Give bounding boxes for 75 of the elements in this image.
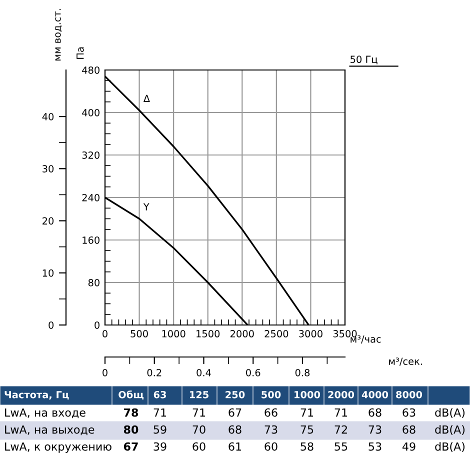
series-label: Δ <box>143 94 150 102</box>
x2-tick-label: 0 <box>102 368 108 376</box>
category-label: Частота, Гц <box>4 391 69 400</box>
y-tick-label: 480 <box>82 66 100 74</box>
y-tick-label: 320 <box>82 151 100 159</box>
category-label: Общ <box>118 390 144 400</box>
text: 60 <box>192 442 206 451</box>
x2-tick-label: 0.2 <box>147 368 162 376</box>
x-tick-label: 3000 <box>299 330 322 338</box>
text: 67 <box>228 408 242 417</box>
text: 55 <box>334 442 348 451</box>
y-axis-title: Па <box>76 47 84 59</box>
text: dB(A) <box>435 442 465 452</box>
text: 67 <box>124 442 138 451</box>
text: dB(A) <box>435 408 465 418</box>
category-label: 8000 <box>396 390 422 398</box>
text: 60 <box>264 442 278 451</box>
y2-tick-label: 10 <box>42 269 54 277</box>
text: 68 <box>228 425 242 434</box>
text: LwA, к окружению <box>5 442 112 453</box>
x-tick-label: 1500 <box>196 330 220 338</box>
text: 71 <box>300 408 314 417</box>
x-tick-label: 1000 <box>162 330 186 338</box>
text: dB(A) <box>435 425 465 436</box>
category-label: 4000 <box>362 390 388 398</box>
text: 73 <box>368 425 382 434</box>
text: 61 <box>228 442 242 451</box>
x-tick-label: 2000 <box>230 330 254 338</box>
x2-tick-label: 0.4 <box>196 368 211 376</box>
x-tick-label: 2500 <box>264 330 288 338</box>
text: 39 <box>154 442 166 451</box>
y-tick-label: 80 <box>88 278 100 286</box>
y-tick-label: 0 <box>94 321 100 329</box>
category-label: 125 <box>190 390 208 398</box>
x-tick-label: 0 <box>102 330 108 338</box>
text: 72 <box>334 425 347 434</box>
text: 66 <box>264 408 278 417</box>
x2-tick-label: 0.8 <box>295 368 310 376</box>
text: LwA, на входе <box>5 408 86 418</box>
text: 63 <box>154 390 166 398</box>
category-label: 2000 <box>328 390 354 398</box>
text: 49 <box>402 442 416 451</box>
text: 50 Гц <box>350 56 378 64</box>
text: 58 <box>300 442 314 451</box>
y2-axis-title: мм вод.ст. <box>55 9 62 60</box>
y2-tick-label: 20 <box>42 217 54 225</box>
y2-tick-label: 0 <box>48 321 54 329</box>
text: 71 <box>334 408 348 417</box>
category-label: 500 <box>262 390 281 398</box>
text: 71 <box>192 408 206 417</box>
y-tick-label: 400 <box>82 108 100 116</box>
text: 68 <box>368 408 382 417</box>
text: 80 <box>124 425 138 434</box>
text: 70 <box>192 425 206 434</box>
y-tick-label: 160 <box>82 236 100 244</box>
category-label: 63 <box>402 408 416 417</box>
series-label: Y <box>143 203 150 210</box>
text: 78 <box>124 408 138 417</box>
text: 73 <box>264 425 278 434</box>
y2-tick-label: 40 <box>42 113 54 120</box>
x-tick-label: 3500 <box>333 330 357 338</box>
x2-axis-title: м³/сек. <box>389 358 422 366</box>
text: 59 <box>154 425 166 434</box>
category-label: 1000 <box>294 390 320 398</box>
y-tick-label: 240 <box>82 194 100 202</box>
x2-tick-label: 0.6 <box>246 368 260 376</box>
text: 71 <box>154 408 166 417</box>
x-axis-title: м³/час <box>350 335 381 344</box>
text: 68 <box>402 425 416 434</box>
text: 53 <box>368 442 382 451</box>
text: LwA, на выходе <box>5 425 94 436</box>
category-label: 250 <box>226 390 245 398</box>
x-tick-label: 500 <box>130 330 148 338</box>
y2-tick-label: 30 <box>42 165 54 172</box>
text: 75 <box>300 425 314 434</box>
